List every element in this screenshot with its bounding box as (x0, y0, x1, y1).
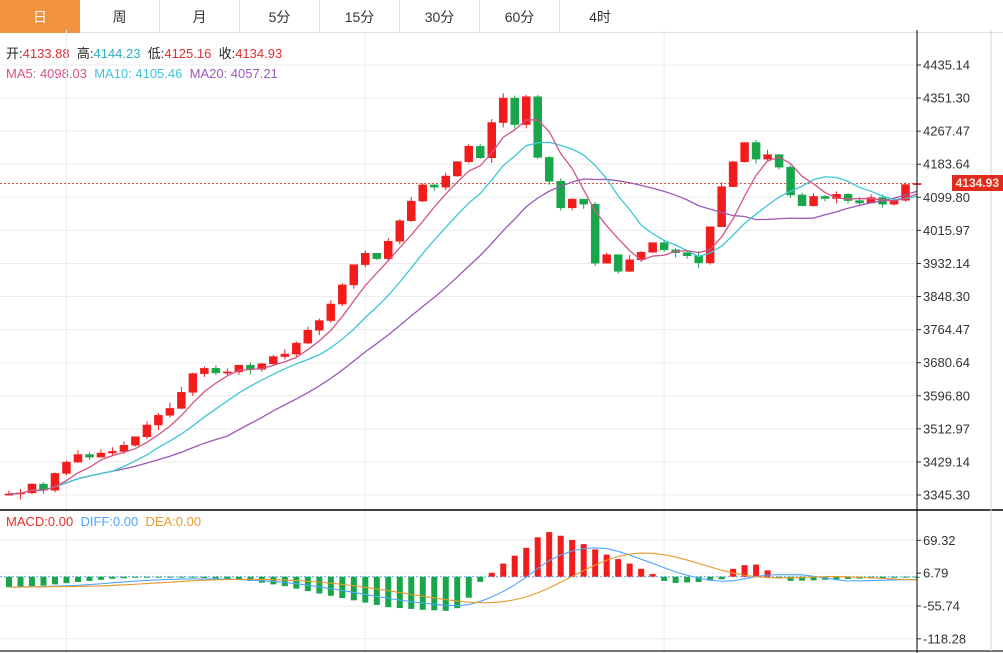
svg-text:3848.30: 3848.30 (923, 289, 970, 304)
svg-text:-118.28: -118.28 (923, 631, 966, 646)
svg-text:3596.80: 3596.80 (923, 388, 970, 403)
svg-text:-55.74: -55.74 (923, 598, 960, 613)
svg-text:4099.80: 4099.80 (923, 190, 970, 205)
svg-text:4435.14: 4435.14 (923, 58, 970, 73)
svg-text:3345.30: 3345.30 (923, 488, 970, 503)
svg-text:4351.30: 4351.30 (923, 91, 970, 106)
svg-text:4183.64: 4183.64 (923, 157, 970, 172)
svg-text:4267.47: 4267.47 (923, 124, 970, 139)
svg-text:3764.47: 3764.47 (923, 322, 970, 337)
svg-text:6.79: 6.79 (923, 566, 948, 581)
svg-text:3512.97: 3512.97 (923, 421, 970, 436)
svg-text:4015.97: 4015.97 (923, 223, 970, 238)
svg-text:3429.14: 3429.14 (923, 454, 970, 469)
svg-text:69.32: 69.32 (923, 533, 956, 548)
svg-text:3680.64: 3680.64 (923, 355, 970, 370)
svg-text:3932.14: 3932.14 (923, 256, 970, 271)
